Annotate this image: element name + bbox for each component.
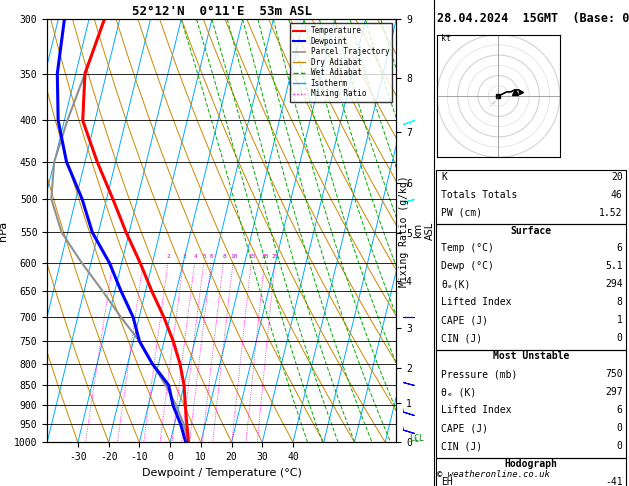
Text: -41: -41 xyxy=(605,477,623,486)
Text: Hodograph: Hodograph xyxy=(504,459,557,469)
Text: 5: 5 xyxy=(203,255,206,260)
Text: Dewp (°C): Dewp (°C) xyxy=(441,261,494,272)
Text: 20: 20 xyxy=(261,255,269,260)
Text: L: L xyxy=(415,437,419,443)
Y-axis label: km
ASL: km ASL xyxy=(413,222,435,240)
X-axis label: Dewpoint / Temperature (°C): Dewpoint / Temperature (°C) xyxy=(142,468,302,478)
Text: 6: 6 xyxy=(617,243,623,254)
Text: CAPE (J): CAPE (J) xyxy=(441,315,488,326)
Text: CAPE (J): CAPE (J) xyxy=(441,423,488,434)
Text: Lifted Index: Lifted Index xyxy=(441,405,511,416)
Text: Totals Totals: Totals Totals xyxy=(441,190,517,200)
Title: 52°12'N  0°11'E  53m ASL: 52°12'N 0°11'E 53m ASL xyxy=(131,5,312,18)
Text: PW (cm): PW (cm) xyxy=(441,208,482,218)
Text: 4: 4 xyxy=(194,255,198,260)
Text: LCL: LCL xyxy=(409,434,424,443)
Text: 294: 294 xyxy=(605,279,623,290)
Text: θₑ(K): θₑ(K) xyxy=(441,279,470,290)
Text: 6: 6 xyxy=(210,255,214,260)
Text: 1.52: 1.52 xyxy=(599,208,623,218)
Text: 0: 0 xyxy=(617,423,623,434)
Text: EH: EH xyxy=(441,477,453,486)
Text: 5.1: 5.1 xyxy=(605,261,623,272)
Text: 20: 20 xyxy=(611,172,623,182)
Text: 0: 0 xyxy=(617,441,623,451)
Text: Pressure (mb): Pressure (mb) xyxy=(441,369,517,380)
Text: 3: 3 xyxy=(182,255,186,260)
Text: Most Unstable: Most Unstable xyxy=(493,351,569,362)
Text: CIN (J): CIN (J) xyxy=(441,333,482,344)
Text: 28.04.2024  15GMT  (Base: 00): 28.04.2024 15GMT (Base: 00) xyxy=(437,12,629,25)
Text: kt: kt xyxy=(442,34,451,43)
Text: Surface: Surface xyxy=(510,226,552,236)
Text: 15: 15 xyxy=(248,255,255,260)
Text: 2: 2 xyxy=(167,255,170,260)
Text: 297: 297 xyxy=(605,387,623,398)
Text: Temp (°C): Temp (°C) xyxy=(441,243,494,254)
Text: CIN (J): CIN (J) xyxy=(441,441,482,451)
Text: © weatheronline.co.uk: © weatheronline.co.uk xyxy=(437,469,550,479)
Text: θₑ (K): θₑ (K) xyxy=(441,387,476,398)
Text: 8: 8 xyxy=(617,297,623,308)
Text: Lifted Index: Lifted Index xyxy=(441,297,511,308)
Text: 6: 6 xyxy=(617,405,623,416)
Text: 750: 750 xyxy=(605,369,623,380)
Text: 0: 0 xyxy=(617,333,623,344)
Text: Mixing Ratio (g/kg): Mixing Ratio (g/kg) xyxy=(399,175,409,287)
Text: 46: 46 xyxy=(611,190,623,200)
Text: 10: 10 xyxy=(230,255,238,260)
Text: 25: 25 xyxy=(272,255,279,260)
Text: 1: 1 xyxy=(617,315,623,326)
Legend: Temperature, Dewpoint, Parcel Trajectory, Dry Adiabat, Wet Adiabat, Isotherm, Mi: Temperature, Dewpoint, Parcel Trajectory… xyxy=(290,23,392,102)
Text: K: K xyxy=(441,172,447,182)
Y-axis label: hPa: hPa xyxy=(0,221,8,241)
Text: 8: 8 xyxy=(222,255,226,260)
